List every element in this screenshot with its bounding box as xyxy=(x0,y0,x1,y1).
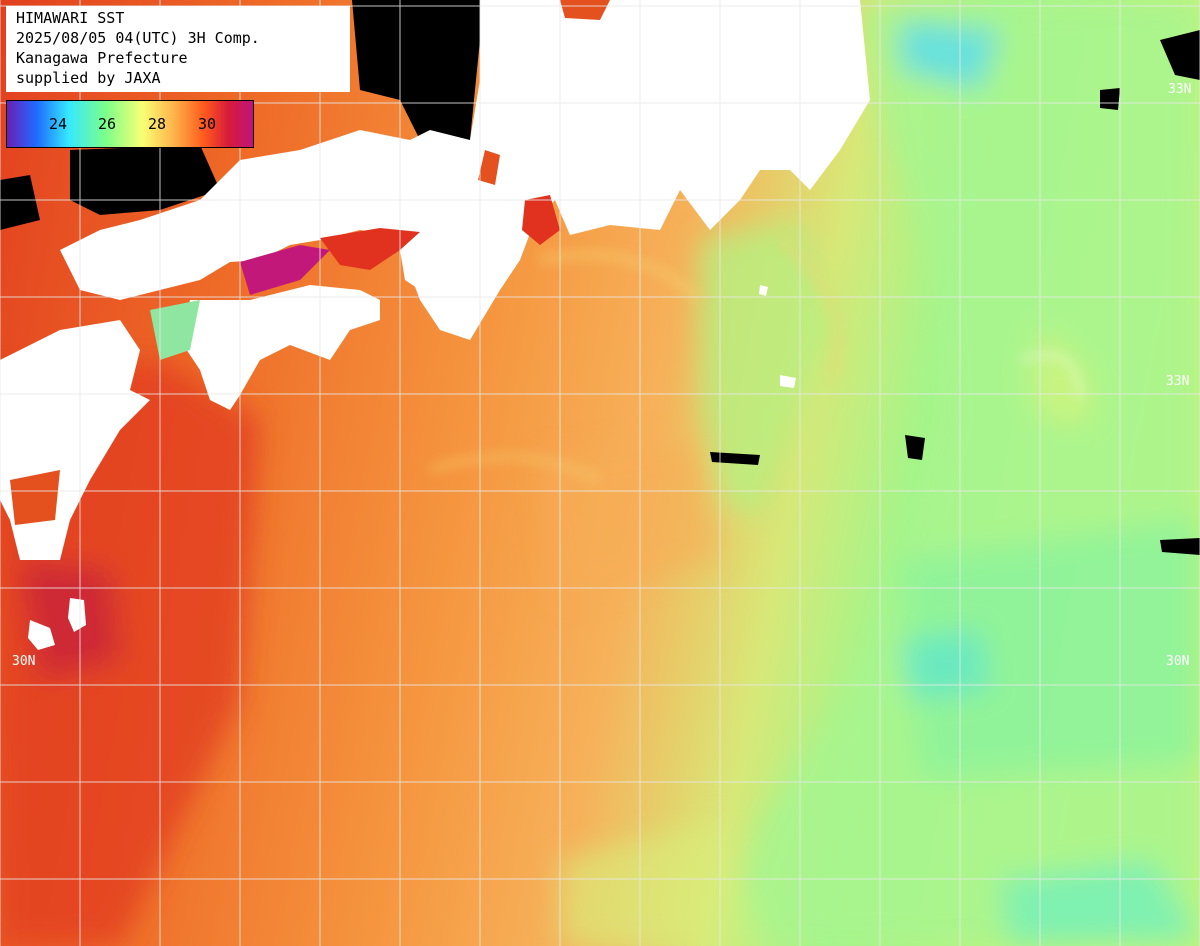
coastal-bays xyxy=(10,0,610,525)
land-mass xyxy=(0,0,870,650)
info-title: HIMAWARI SST xyxy=(16,9,125,27)
lat-label-east-30n: 30N xyxy=(1166,654,1190,669)
lat-label-west-30n: 30N xyxy=(12,654,36,669)
lat-label-east-top: 33N xyxy=(1168,82,1192,97)
info-datetime: 2025/08/05 04(UTC) 3H Comp. xyxy=(16,29,260,47)
sst-streaks xyxy=(428,236,1083,484)
lat-label-east-33n: 33N xyxy=(1166,374,1190,389)
info-panel: HIMAWARI SST 2025/08/05 04(UTC) 3H Comp.… xyxy=(6,6,350,92)
colorbar-label-30: 30 xyxy=(197,115,217,133)
info-region: Kanagawa Prefecture xyxy=(16,49,188,67)
colorbar-legend: 24 26 28 30 xyxy=(6,100,254,148)
colorbar-label-26: 26 xyxy=(97,115,117,133)
info-supplier: supplied by JAXA xyxy=(16,69,161,87)
colorbar-label-28: 28 xyxy=(147,115,167,133)
colorbar-label-24: 24 xyxy=(48,115,68,133)
lon-label-136e: 136E xyxy=(484,8,499,40)
colorbar-gradient xyxy=(7,101,253,147)
